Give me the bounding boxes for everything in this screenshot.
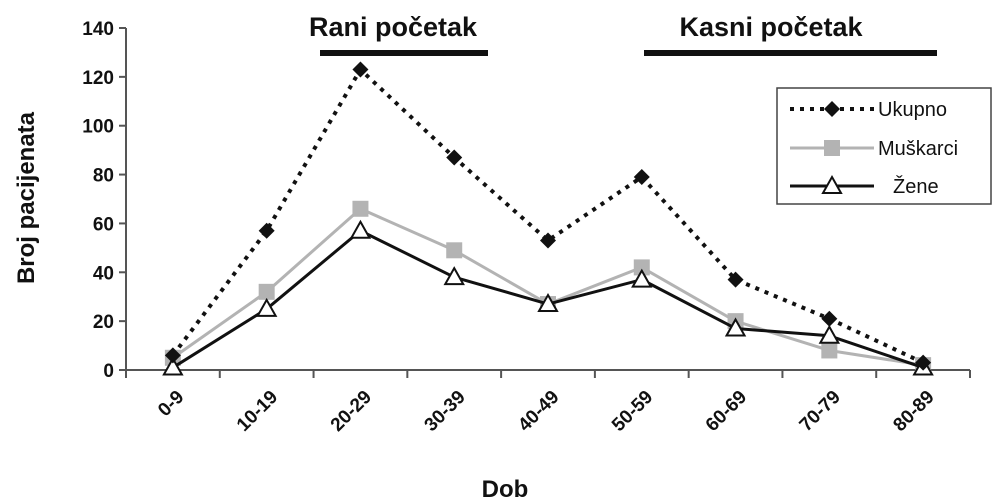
y-tick-label: 20 [93, 312, 114, 333]
y-tick-label: 100 [82, 117, 114, 138]
series-layer [162, 61, 934, 376]
data-point [818, 324, 841, 344]
legend-label: Ukupno [878, 99, 947, 121]
x-tick-label: 80-89 [889, 387, 938, 436]
data-point [352, 61, 369, 78]
legend-label: Muškarci [878, 138, 958, 160]
legend-marker [824, 140, 840, 156]
data-point [631, 268, 653, 288]
data-point [915, 354, 932, 371]
legend-item: Žene [790, 174, 939, 198]
legend-marker [824, 101, 840, 117]
legend: Ukupno Muškarci Žene [776, 87, 992, 205]
data-point [633, 259, 650, 276]
data-point [443, 266, 465, 286]
legend-marker [821, 174, 843, 194]
annotation-label: Kasni početak [679, 12, 863, 42]
x-tick-label: 30-39 [421, 387, 470, 436]
data-point [633, 169, 650, 186]
data-point [724, 317, 747, 337]
y-tick-label: 120 [82, 68, 114, 89]
series-ukupno [164, 61, 932, 371]
legend-item: Ukupno [790, 99, 947, 121]
y-axis-title: Broj pacijenata [13, 111, 40, 284]
x-axis-title: Dob [482, 476, 529, 503]
data-point [537, 293, 559, 313]
x-tick-label: 50-59 [608, 387, 657, 436]
data-point [162, 356, 184, 376]
y-tick-label: 60 [93, 214, 114, 235]
annotations: Rani početak Kasni početak [309, 12, 937, 56]
x-tick-label: 70-79 [796, 387, 845, 436]
series-žene [162, 219, 934, 376]
legend-item: Muškarci [790, 138, 958, 160]
data-point [164, 347, 181, 364]
y-tick-label: 0 [103, 361, 114, 382]
x-tick-label: 60-69 [702, 387, 751, 436]
data-point [727, 271, 744, 288]
series-muškarci [164, 200, 932, 374]
axes: 0 20 40 60 80 100 120 140 0-9 10-19 20-29 30-39 40-4… [82, 19, 971, 436]
data-point [821, 342, 838, 359]
data-point [446, 242, 463, 259]
series-line [172, 207, 924, 367]
data-point [349, 219, 372, 239]
x-tick-label: 40-49 [514, 387, 563, 436]
x-tick-label: 20-29 [327, 387, 376, 436]
annotation-label: Rani početak [309, 12, 478, 42]
data-point [258, 222, 275, 239]
x-tick-label: 10-19 [233, 387, 282, 436]
y-tick-label: 40 [93, 263, 114, 284]
y-tick-label: 80 [93, 166, 114, 187]
data-point [821, 310, 838, 327]
legend-label: Žene [893, 175, 939, 198]
data-point [255, 297, 278, 317]
x-tick-label: 0-9 [154, 387, 188, 421]
data-point [258, 283, 275, 300]
data-point [446, 149, 463, 166]
data-point [540, 232, 556, 249]
y-tick-label: 140 [82, 19, 114, 40]
data-point [352, 200, 369, 217]
